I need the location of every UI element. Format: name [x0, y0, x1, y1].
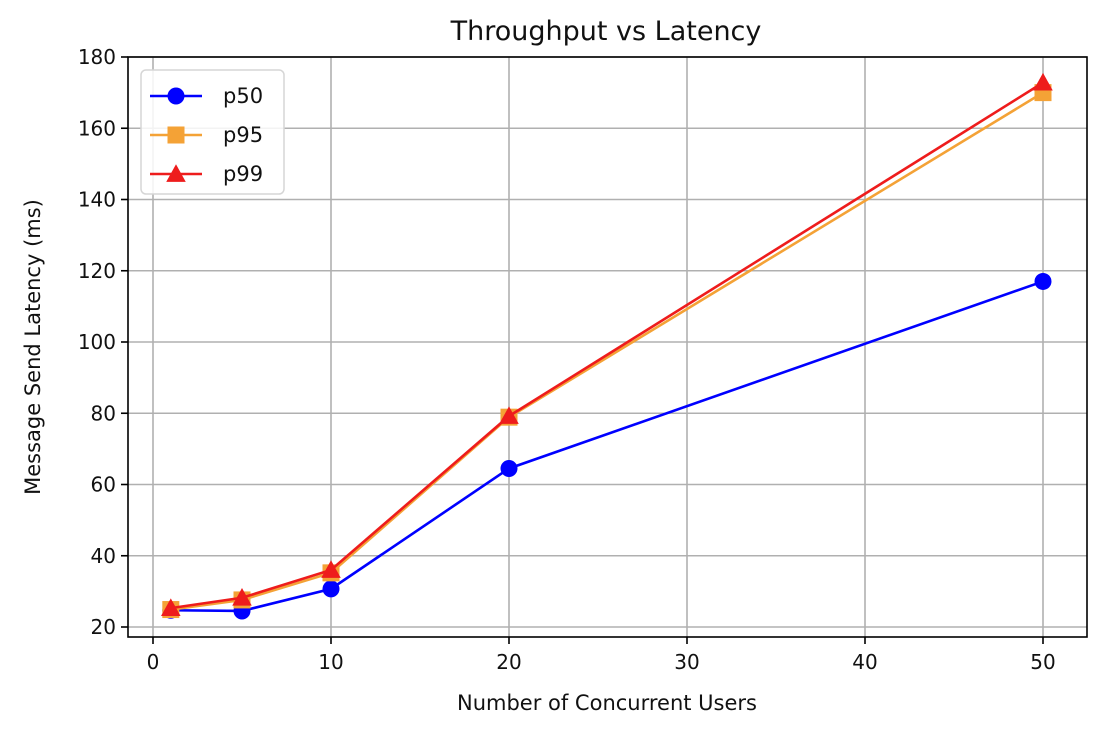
series-line	[170, 280, 1044, 613]
legend-item-p99: p99	[150, 162, 263, 186]
axis-ticks: 0 10 20 30 40 50 20 40 60 80 100 120 140 160 180	[78, 45, 1056, 674]
circle-marker-icon	[500, 459, 518, 477]
legend-label: p50	[223, 84, 263, 108]
y-tick-label: 100	[78, 330, 116, 354]
legend: p50 p95 p99	[140, 69, 285, 195]
x-tick-label: 30	[674, 650, 699, 674]
series-line	[170, 91, 1044, 611]
grid-lines	[128, 56, 1087, 637]
triangle-marker-icon	[166, 164, 186, 182]
data-series	[161, 72, 1053, 620]
legend-label: p99	[223, 162, 263, 186]
triangle-marker-icon	[321, 560, 341, 578]
y-tick-label: 20	[91, 615, 116, 639]
triangle-marker-icon	[499, 406, 519, 424]
x-axis-label: Number of Concurrent Users	[457, 691, 757, 715]
triangle-marker-icon	[1033, 72, 1053, 91]
circle-marker-icon	[167, 87, 185, 105]
x-tick-label: 10	[318, 650, 343, 674]
x-tick-label: 20	[496, 650, 521, 674]
y-tick-label: 180	[78, 45, 116, 69]
y-tick-label: 140	[78, 188, 116, 212]
y-tick-label: 120	[78, 259, 116, 283]
series-p99	[161, 72, 1053, 616]
triangle-marker-icon	[232, 588, 252, 606]
x-tick-label: 0	[147, 650, 160, 674]
circle-marker-icon	[1034, 272, 1052, 290]
legend-label: p95	[223, 123, 263, 147]
clipped-text-fragments	[1108, 0, 1114, 730]
x-tick-label: 40	[852, 650, 877, 674]
chart-title: Throughput vs Latency	[450, 16, 762, 47]
square-marker-icon	[167, 126, 185, 144]
y-axis-label: Message Send Latency (ms)	[21, 199, 45, 495]
series-p50	[162, 272, 1052, 620]
circle-marker-icon	[322, 580, 340, 598]
y-tick-label: 40	[91, 544, 116, 568]
y-tick-label: 160	[78, 116, 116, 140]
y-tick-label: 80	[91, 401, 116, 425]
series-p95	[162, 84, 1052, 619]
triangle-marker-icon	[161, 598, 181, 616]
y-tick-label: 60	[91, 473, 116, 497]
plot-frame	[127, 56, 1088, 638]
legend-item-p50: p50	[150, 84, 263, 108]
x-tick-label: 50	[1030, 650, 1055, 674]
legend-item-p95: p95	[150, 123, 263, 147]
series-line	[170, 81, 1044, 610]
